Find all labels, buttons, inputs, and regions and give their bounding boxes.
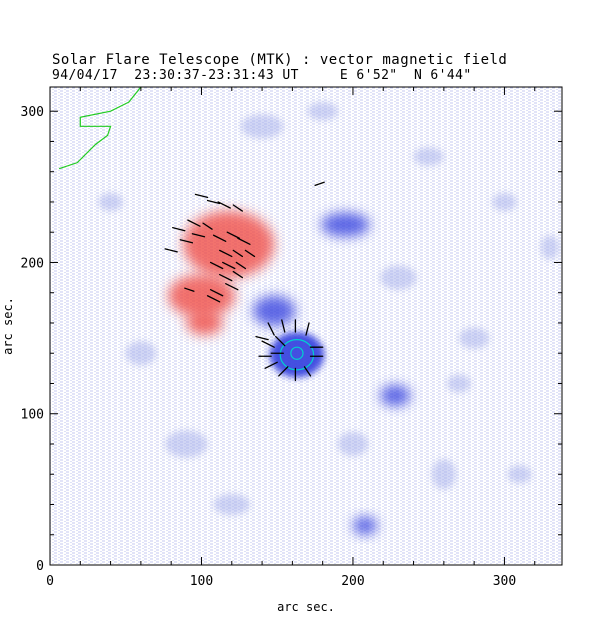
limb-contour bbox=[58, 87, 142, 170]
field-vector bbox=[314, 181, 325, 186]
field-vector bbox=[232, 270, 244, 279]
field-vector bbox=[225, 282, 239, 291]
field-vector bbox=[267, 322, 275, 336]
polarity-regions bbox=[168, 211, 411, 535]
field-vector bbox=[219, 273, 233, 282]
noise-patch bbox=[240, 114, 284, 139]
sunspot-umbra-contour bbox=[279, 339, 315, 371]
y-tick-label: 200 bbox=[21, 256, 44, 271]
negative-region-south bbox=[352, 516, 378, 535]
noise-blobs bbox=[98, 102, 559, 516]
x-tick-label: 100 bbox=[190, 574, 213, 589]
field-vector bbox=[232, 249, 244, 258]
field-vector bbox=[303, 366, 312, 377]
noise-patch bbox=[507, 465, 532, 484]
noise-background bbox=[50, 87, 562, 565]
plot-frame bbox=[49, 86, 563, 566]
noise-patch bbox=[125, 341, 157, 366]
field-vector bbox=[179, 239, 194, 244]
positive-region-main bbox=[183, 211, 275, 278]
noise-patch bbox=[307, 102, 338, 121]
noise-patch bbox=[213, 493, 250, 516]
noise-patch bbox=[165, 430, 208, 458]
noise-patch bbox=[98, 192, 123, 212]
field-vector bbox=[206, 295, 221, 303]
field-vector bbox=[164, 248, 178, 253]
field-vector bbox=[305, 322, 310, 336]
figure-title: Solar Flare Telescope (MTK) : vector mag… bbox=[52, 52, 508, 68]
field-vector bbox=[278, 366, 289, 377]
field-vector bbox=[232, 204, 244, 212]
x-axis: 0 100 200 300 bbox=[46, 87, 536, 589]
noise-patch bbox=[446, 374, 472, 393]
figure-subtitle: 94/04/17 23:30:37-23:31:43 UT E 6'52" N … bbox=[52, 68, 472, 83]
field-vector bbox=[217, 201, 231, 209]
noise-patch bbox=[337, 431, 369, 457]
field-vector bbox=[187, 219, 201, 227]
noise-patch bbox=[413, 147, 444, 166]
negative-region-north bbox=[321, 212, 370, 237]
noise-patch bbox=[380, 265, 417, 290]
field-vector bbox=[261, 340, 275, 348]
y-axis-label: arc sec. bbox=[1, 297, 15, 355]
y-axis: 0 100 200 300 bbox=[21, 105, 562, 574]
field-vector bbox=[209, 289, 224, 297]
y-tick-label: 100 bbox=[21, 408, 44, 423]
field-vector bbox=[222, 261, 236, 270]
field-vector bbox=[191, 233, 206, 238]
positive-region-tail bbox=[168, 274, 235, 317]
negative-region-east bbox=[252, 295, 296, 326]
field-vector bbox=[202, 222, 213, 230]
y-tick-label: 300 bbox=[21, 105, 44, 120]
field-vector bbox=[244, 249, 256, 258]
noise-patch bbox=[431, 459, 456, 490]
x-axis-label: arc sec. bbox=[277, 600, 335, 614]
transverse-field-vectors bbox=[164, 181, 325, 382]
field-vector bbox=[184, 287, 195, 292]
field-vector bbox=[281, 319, 286, 333]
y-tick-label: 0 bbox=[36, 559, 44, 574]
x-tick-label: 200 bbox=[341, 574, 364, 589]
sunspot-core-contour bbox=[290, 346, 304, 360]
field-vector bbox=[235, 261, 247, 270]
contours bbox=[58, 87, 315, 371]
field-vector bbox=[212, 234, 227, 242]
field-vector bbox=[172, 227, 186, 232]
field-vector bbox=[255, 335, 269, 341]
field-vector bbox=[206, 199, 221, 205]
field-vector bbox=[209, 261, 224, 270]
noise-patch bbox=[492, 192, 517, 212]
field-vector bbox=[219, 249, 233, 258]
x-tick-label: 0 bbox=[46, 574, 54, 589]
field-vector bbox=[264, 361, 278, 370]
plot-area bbox=[50, 87, 562, 565]
noise-patch bbox=[458, 327, 490, 349]
positive-region-south bbox=[186, 310, 223, 336]
noise-patch bbox=[540, 235, 559, 260]
negative-region-se bbox=[380, 384, 411, 407]
field-vector bbox=[226, 231, 240, 239]
field-vector bbox=[194, 193, 209, 199]
x-tick-label: 300 bbox=[493, 574, 516, 589]
field-vector bbox=[275, 335, 286, 347]
field-vector bbox=[237, 237, 251, 245]
